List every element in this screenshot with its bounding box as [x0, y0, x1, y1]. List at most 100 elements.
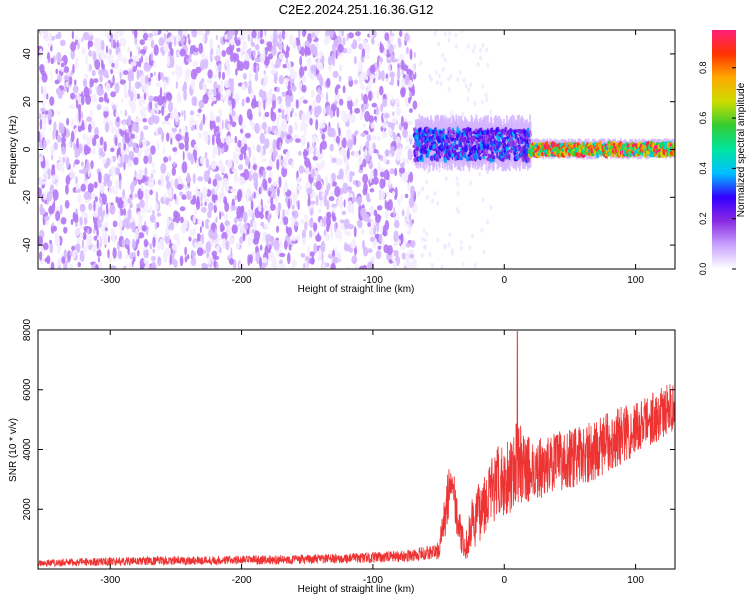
spectrogram-cell: [245, 156, 250, 166]
spectrogram-cell: [77, 104, 82, 113]
spectrogram-cell: [421, 156, 425, 163]
spectrogram-cell: [341, 110, 346, 122]
spectrogram-cell: [489, 205, 493, 211]
spectrogram-cell: [319, 89, 322, 95]
spectrogram-cell: [94, 196, 98, 203]
spectrogram-cell: [118, 219, 123, 231]
spectrogram-cell: [119, 79, 127, 85]
spectrogram-cell: [234, 34, 237, 44]
spectrogram-cell: [51, 145, 55, 156]
spectrogram-cell: [127, 197, 131, 204]
spectrogram-cell: [79, 232, 84, 239]
spectrogram-cell: [403, 171, 408, 181]
colorbar-ticks: 0.0 0.2 0.4 0.6 0.8: [698, 61, 736, 275]
spectrogram-cell: [134, 134, 138, 140]
spectrogram-cell: [192, 214, 196, 224]
spectrogram-cell: [49, 242, 53, 254]
spectrogram-cell: [165, 247, 171, 256]
spectrogram-cell: [447, 242, 451, 248]
spectrogram-cell: [78, 169, 85, 174]
spectrogram-cell: [354, 79, 358, 85]
spectrogram-cell: [88, 244, 92, 250]
spectrogram-cell: [249, 191, 253, 197]
spectrogram-cell: [230, 205, 237, 211]
spectrogram-cell: [122, 57, 128, 65]
spectrogram-cell: [52, 222, 55, 227]
spectrogram-cell: [122, 70, 129, 76]
spectrogram-cell: [322, 106, 326, 116]
spectrogram-y-tick-label: 40: [22, 48, 33, 60]
spectrogram-cell: [257, 50, 260, 55]
colorbar-tick-label: 0.0: [698, 263, 708, 276]
spectrogram-cell: [392, 260, 397, 269]
spectrogram-cell: [312, 155, 319, 161]
spectrogram-cell: [229, 258, 234, 265]
spectrogram-cell: [354, 263, 359, 269]
spectrogram-cell: [288, 244, 292, 251]
spectrogram-cell: [89, 64, 92, 72]
spectrogram-cell: [279, 52, 285, 61]
spectrogram-cell: [105, 73, 110, 79]
spectrogram-cell: [361, 48, 366, 58]
spectrogram-cell: [171, 243, 178, 251]
snr-series-path: [38, 331, 675, 568]
spectrogram-cell: [335, 135, 340, 144]
spectrogram-cell: [117, 142, 122, 148]
spectrogram-cell: [460, 30, 464, 34]
spectrogram-cell: [421, 186, 425, 192]
spectrogram-cell: [403, 121, 409, 130]
spectrogram-cell: [263, 99, 266, 111]
spectrogram-cell: [53, 225, 57, 232]
spectrogram-cell: [183, 109, 186, 122]
spectrogram-cell: [90, 192, 96, 199]
spectrogram-cell: [75, 176, 78, 185]
spectrogram-cell: [362, 173, 369, 184]
spectrogram-cell: [375, 105, 379, 116]
spectrogram-cell: [292, 236, 296, 242]
spectrogram-cell: [372, 149, 379, 154]
spectrogram-cell: [331, 157, 337, 164]
spectrogram-cell: [346, 200, 353, 213]
spectrogram-cell: [119, 250, 122, 260]
spectrogram-cell: [202, 94, 209, 104]
spectrogram-cell: [163, 156, 169, 163]
spectrogram-cell: [311, 134, 318, 143]
spectrogram-cell: [229, 103, 233, 116]
spectrogram-cell: [70, 219, 74, 225]
spectrogram-cell: [369, 236, 375, 242]
spectrogram-cell: [310, 89, 315, 98]
spectrogram-cell: [175, 133, 182, 142]
spectrogram-cell: [468, 180, 472, 186]
spectrogram-cell: [275, 207, 279, 218]
spectrogram-cell: [268, 250, 273, 262]
spectrogram-cell: [90, 109, 93, 116]
spectrogram-cell: [406, 68, 413, 75]
spectrogram-cell: [171, 167, 176, 176]
spectrogram-cell: [67, 142, 72, 148]
spectrogram-cell: [471, 48, 475, 54]
spectrogram-cell: [213, 259, 217, 268]
spectrogram-cell: [118, 179, 122, 190]
spectrogram-cell: [56, 110, 61, 116]
spectrogram-cell: [337, 43, 344, 53]
spectrogram-cell: [264, 223, 268, 230]
spectrogram-cell: [281, 118, 288, 130]
spectrogram-cell: [106, 116, 110, 123]
spectrogram-cell: [404, 145, 410, 151]
spectrogram-cell: [261, 157, 267, 162]
spectrogram-cell: [144, 147, 151, 157]
spectrogram-cell: [134, 193, 137, 199]
spectrogram-cell: [161, 131, 165, 141]
spectrogram-cell: [166, 37, 173, 42]
spectrogram-cell: [301, 84, 307, 93]
spectrogram-cell: [143, 249, 149, 259]
spectrogram-cell: [338, 75, 342, 82]
spectrogram-cell: [303, 263, 306, 269]
spectrogram-cell: [254, 57, 261, 63]
spectrogram-cell: [315, 169, 318, 178]
spectrogram-x-tick-label: 0: [501, 275, 507, 286]
spectrogram-cell: [154, 203, 159, 211]
snr-series-line: [38, 331, 675, 568]
spectrogram-cell: [440, 264, 444, 269]
spectrogram-cells: [38, 30, 675, 269]
